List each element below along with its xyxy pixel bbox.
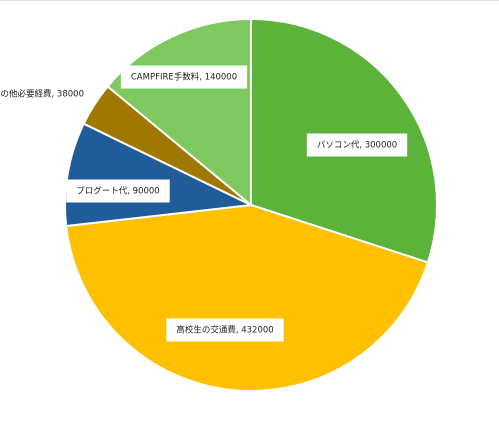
data-label: 高校生の交通費, 432000	[176, 325, 273, 336]
data-label: その他必要経費, 38000	[0, 89, 84, 100]
data-label: ブログート代, 90000	[76, 186, 159, 197]
label-box	[0, 82, 94, 106]
label-box	[120, 65, 248, 89]
label-box	[306, 133, 408, 157]
data-label: パソコン代, 300000	[317, 140, 397, 151]
label-box	[166, 318, 284, 342]
label-box	[66, 179, 170, 203]
data-label: CAMPFIRE手数料, 140000	[131, 72, 237, 83]
pie-slice	[65, 203, 430, 392]
